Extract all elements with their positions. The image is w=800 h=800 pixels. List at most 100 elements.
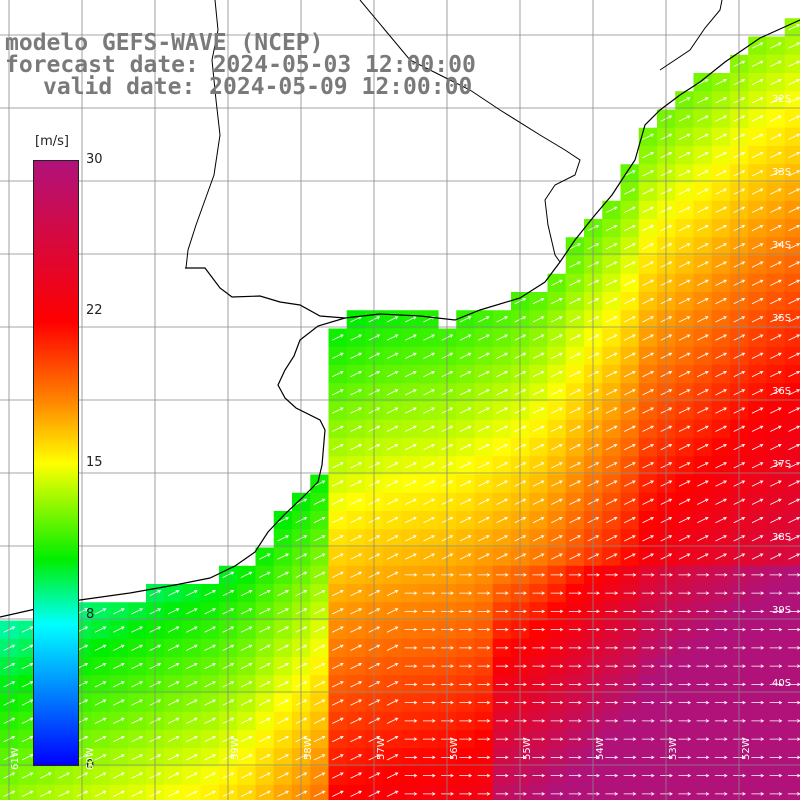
wind-arrow — [422, 719, 436, 723]
wind-arrow — [605, 334, 618, 341]
wind-arrow — [478, 370, 490, 378]
wind-arrow — [551, 535, 563, 542]
wind-arrow — [605, 664, 619, 668]
wind-arrow — [788, 389, 800, 396]
wind-arrow — [167, 735, 180, 743]
wind-arrow — [569, 334, 582, 341]
wind-arrow — [277, 589, 290, 597]
wind-arrow — [788, 78, 800, 86]
wind-arrow — [350, 754, 363, 761]
wind-arrow — [259, 571, 271, 578]
wind-arrow — [532, 646, 546, 650]
wind-cell — [693, 383, 713, 403]
wind-arrow — [788, 498, 800, 505]
wind-arrow — [714, 792, 728, 796]
wind-cell — [346, 383, 366, 403]
wind-cell — [584, 219, 603, 238]
wind-arrow — [551, 334, 563, 341]
wind-arrow — [423, 480, 436, 487]
wind-cell — [328, 584, 348, 603]
wind-arrow — [186, 790, 198, 797]
wind-cell — [328, 784, 348, 800]
wind-cell — [91, 693, 111, 713]
wind-cell — [273, 766, 293, 786]
wind-cell — [438, 438, 457, 457]
wind-arrow — [423, 389, 436, 396]
wind-arrow — [386, 608, 399, 615]
wind-cell — [638, 365, 658, 384]
wind-cell — [182, 766, 202, 786]
wind-cell — [438, 383, 457, 403]
wind-arrow — [751, 773, 765, 778]
wind-arrow — [459, 316, 472, 323]
wind-cell — [456, 529, 476, 549]
wind-arrow — [678, 737, 692, 741]
wind-cell — [383, 383, 403, 403]
wind-cell — [401, 456, 421, 476]
wind-arrow — [459, 792, 473, 796]
wind-cell — [346, 328, 366, 348]
wind-arrow — [259, 681, 271, 688]
wind-arrow — [21, 681, 34, 688]
wind-arrow — [624, 480, 636, 487]
wind-arrow — [641, 755, 655, 760]
wind-cell — [547, 346, 567, 366]
wind-arrow — [788, 370, 800, 378]
wind-cell — [273, 748, 293, 768]
wind-cell — [255, 620, 275, 640]
wind-arrow — [605, 279, 618, 286]
wind-cell — [456, 365, 476, 384]
wind-cell — [219, 602, 238, 622]
wind-cell — [383, 602, 403, 622]
wind-arrow — [477, 609, 491, 614]
wind-cell — [766, 346, 786, 366]
wind-cell — [310, 748, 330, 768]
wind-cell — [675, 529, 695, 549]
wind-arrow — [605, 682, 619, 687]
wind-arrow — [770, 334, 782, 341]
wind-cell — [766, 146, 786, 165]
wind-arrow — [623, 700, 637, 705]
wind-arrow — [751, 316, 764, 323]
wind-cell — [328, 438, 348, 457]
wind-cell — [164, 730, 184, 749]
wind-cell — [529, 547, 549, 567]
wind-cell — [401, 383, 421, 403]
wind-arrow — [623, 737, 637, 741]
wind-arrow — [624, 224, 636, 232]
wind-cell — [511, 784, 530, 800]
wind-cell — [693, 401, 713, 421]
wind-arrow — [696, 664, 710, 668]
wind-cell — [292, 675, 311, 695]
wind-cell — [365, 511, 384, 530]
wind-cell — [675, 511, 695, 530]
wind-arrow — [131, 662, 144, 670]
wind-arrow — [641, 737, 655, 741]
wind-cell — [200, 675, 220, 695]
wind-arrow — [496, 370, 509, 378]
wind-cell — [602, 529, 622, 549]
wind-arrow — [788, 334, 800, 341]
wind-arrow — [313, 644, 326, 651]
wind-cell — [766, 310, 786, 330]
wind-cell — [711, 474, 731, 494]
wind-cell — [164, 711, 184, 731]
wind-arrow — [532, 573, 546, 577]
wind-cell — [146, 784, 165, 800]
wind-arrow — [405, 462, 417, 469]
wind-arrow — [751, 370, 764, 378]
wind-arrow — [641, 719, 655, 723]
wind-arrow — [386, 334, 399, 341]
wind-cell — [602, 474, 622, 494]
wind-cell — [0, 657, 19, 676]
wind-cell — [638, 438, 658, 457]
wind-arrow — [605, 480, 618, 487]
wind-arrow — [624, 261, 636, 268]
wind-arrow — [770, 535, 782, 542]
wind-cell — [383, 657, 403, 676]
wind-arrow — [386, 790, 399, 797]
wind-arrow — [642, 535, 655, 542]
wind-cell — [383, 328, 403, 348]
wind-arrow — [495, 700, 509, 705]
wind-arrow — [551, 352, 563, 359]
